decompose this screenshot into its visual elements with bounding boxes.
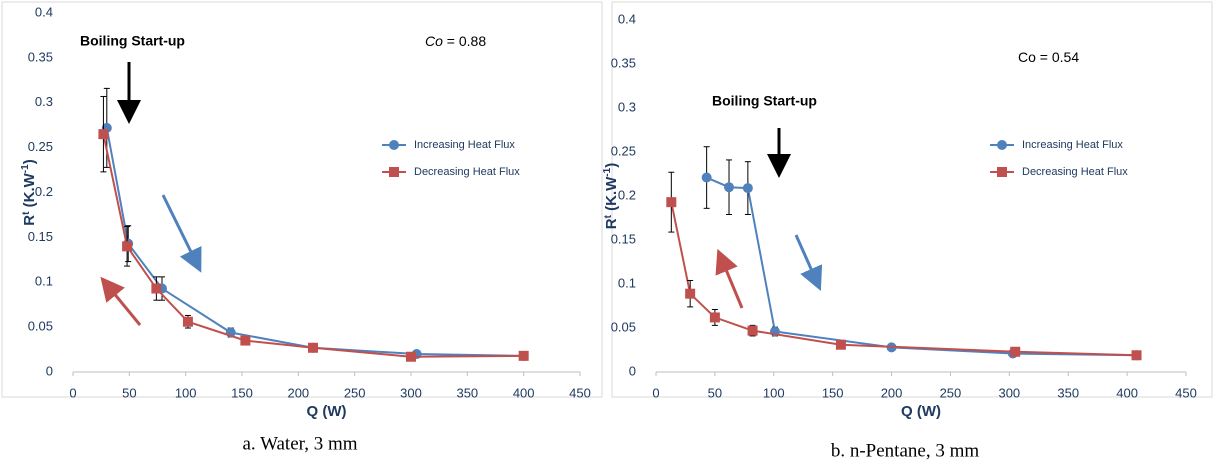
y-axis-label: Rt (K.W-1) bbox=[602, 163, 620, 229]
marker bbox=[122, 241, 133, 252]
y-axis-label: Rt (K.W-1) bbox=[20, 159, 38, 225]
y-tick-label: 0 bbox=[629, 363, 636, 378]
y-tick-label: 0.4 bbox=[35, 4, 53, 19]
arrow bbox=[100, 276, 142, 326]
marker bbox=[406, 351, 416, 362]
x-tick-label: 150 bbox=[822, 385, 844, 400]
x-axis-label: Q (W) bbox=[901, 403, 941, 420]
legend-label: Increasing Heat Flux bbox=[414, 139, 515, 151]
y-tick-label: 0.15 bbox=[611, 231, 636, 246]
series-line bbox=[670, 201, 1137, 357]
marker bbox=[747, 325, 758, 336]
x-tick-label: 350 bbox=[1057, 385, 1079, 400]
marker bbox=[518, 350, 529, 361]
x-tick-label: 0 bbox=[69, 385, 76, 400]
marker bbox=[182, 316, 193, 327]
legend-marker bbox=[389, 140, 399, 150]
legend-label: Decreasing Heat Flux bbox=[414, 166, 520, 178]
marker bbox=[307, 342, 318, 353]
marker bbox=[240, 335, 251, 346]
caption: b. n-Pentane, 3 mm bbox=[831, 440, 980, 461]
arrow bbox=[161, 194, 202, 273]
legend-label: Increasing Heat Flux bbox=[1022, 139, 1123, 151]
co-label: Co = 0.54 bbox=[1018, 49, 1079, 65]
x-tick-label: 400 bbox=[513, 385, 535, 400]
x-tick-label: 200 bbox=[287, 385, 309, 400]
y-label-part: R bbox=[21, 215, 38, 226]
marker bbox=[709, 312, 720, 323]
marker bbox=[724, 182, 735, 193]
y-label-part: ) bbox=[21, 159, 38, 164]
x-tick-label: 100 bbox=[175, 385, 197, 400]
co-label-part: Co = 0.54 bbox=[1018, 49, 1079, 65]
marker bbox=[151, 283, 162, 294]
arrow bbox=[715, 248, 744, 309]
y-tick-label: 0 bbox=[46, 363, 53, 378]
x-axis-label: Q (W) bbox=[307, 403, 347, 420]
y-tick-label: 0.2 bbox=[35, 184, 53, 199]
arrow bbox=[794, 234, 823, 291]
y-tick-label: 0.25 bbox=[611, 143, 636, 158]
marker bbox=[98, 129, 109, 140]
y-tick-label: 0.3 bbox=[35, 94, 53, 109]
annotation: Boiling Start-up bbox=[80, 33, 185, 49]
x-tick-label: 150 bbox=[231, 385, 253, 400]
marker bbox=[742, 183, 753, 194]
caption: a. Water, 3 mm bbox=[242, 433, 357, 454]
x-tick-label: 100 bbox=[763, 385, 785, 400]
y-tick-label: 0.3 bbox=[618, 99, 636, 114]
marker bbox=[666, 197, 677, 208]
marker bbox=[685, 288, 696, 299]
marker bbox=[1010, 346, 1021, 357]
marker bbox=[701, 172, 712, 183]
x-tick-label: 50 bbox=[122, 385, 136, 400]
y-tick-label: 0.2 bbox=[618, 187, 636, 202]
y-label-part: (K.W bbox=[603, 176, 620, 215]
x-tick-label: 300 bbox=[400, 385, 422, 400]
chart-frame bbox=[1, 1, 603, 398]
legend-marker bbox=[997, 140, 1007, 150]
chart-frame bbox=[611, 1, 1213, 398]
x-tick-label: 350 bbox=[456, 385, 478, 400]
y-tick-label: 0.1 bbox=[35, 274, 53, 289]
y-tick-label: 0.1 bbox=[618, 275, 636, 290]
y-label-part: ) bbox=[603, 163, 620, 168]
y-tick-label: 0.25 bbox=[28, 139, 53, 154]
x-tick-label: 50 bbox=[708, 385, 722, 400]
co-label-part: = 0.88 bbox=[443, 33, 486, 49]
y-label-part: -1 bbox=[20, 164, 31, 173]
y-tick-label: 0.35 bbox=[28, 49, 53, 64]
y-tick-label: 0.35 bbox=[611, 55, 636, 70]
annotation: Boiling Start-up bbox=[712, 93, 817, 109]
y-label-part: t bbox=[21, 211, 32, 215]
y-label-part: -1 bbox=[602, 167, 613, 176]
y-tick-label: 0.15 bbox=[28, 229, 53, 244]
series-line bbox=[102, 133, 524, 358]
y-tick-label: 0.4 bbox=[618, 11, 636, 26]
y-label-part: R bbox=[603, 218, 620, 229]
x-tick-label: 250 bbox=[344, 385, 366, 400]
co-label: Co = 0.88 bbox=[425, 33, 486, 49]
y-label-part: t bbox=[603, 214, 614, 218]
co-label-part: Co bbox=[425, 33, 443, 49]
x-tick-label: 300 bbox=[998, 385, 1020, 400]
y-label-part: (K.W bbox=[21, 172, 38, 211]
x-tick-label: 200 bbox=[881, 385, 903, 400]
y-tick-label: 0.05 bbox=[611, 319, 636, 334]
legend-marker bbox=[389, 167, 399, 177]
x-tick-label: 450 bbox=[569, 385, 591, 400]
x-tick-label: 250 bbox=[940, 385, 962, 400]
marker bbox=[1131, 350, 1142, 361]
y-tick-label: 0.05 bbox=[28, 319, 53, 334]
legend-label: Decreasing Heat Flux bbox=[1022, 166, 1128, 178]
legend-marker bbox=[997, 167, 1007, 177]
x-tick-label: 450 bbox=[1175, 385, 1197, 400]
x-tick-label: 400 bbox=[1116, 385, 1138, 400]
marker bbox=[835, 339, 846, 350]
x-tick-label: 0 bbox=[652, 385, 659, 400]
series-line bbox=[105, 127, 524, 357]
